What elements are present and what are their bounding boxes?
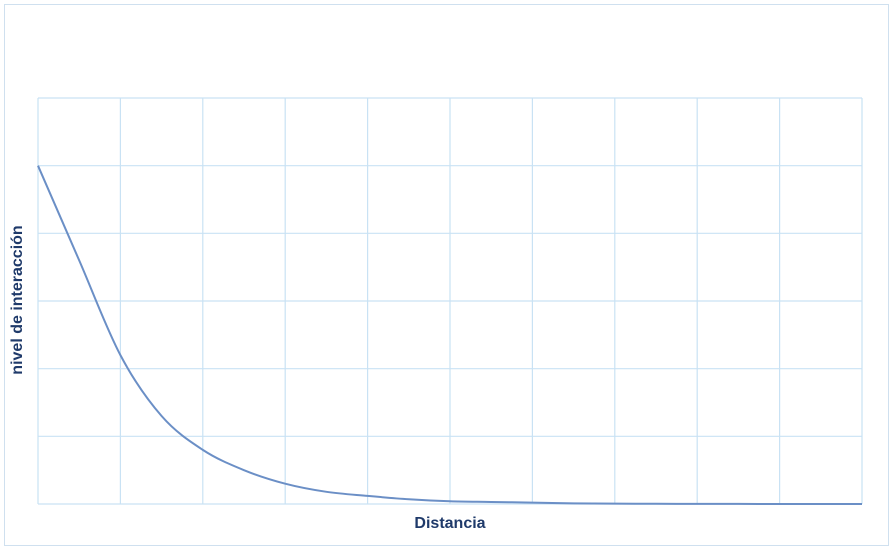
grid xyxy=(37,97,863,505)
x-axis-title: Distancia xyxy=(414,515,485,532)
series-line xyxy=(37,165,862,506)
y-axis-title: nivel de interacción xyxy=(9,225,26,374)
chart-frame xyxy=(4,4,889,546)
